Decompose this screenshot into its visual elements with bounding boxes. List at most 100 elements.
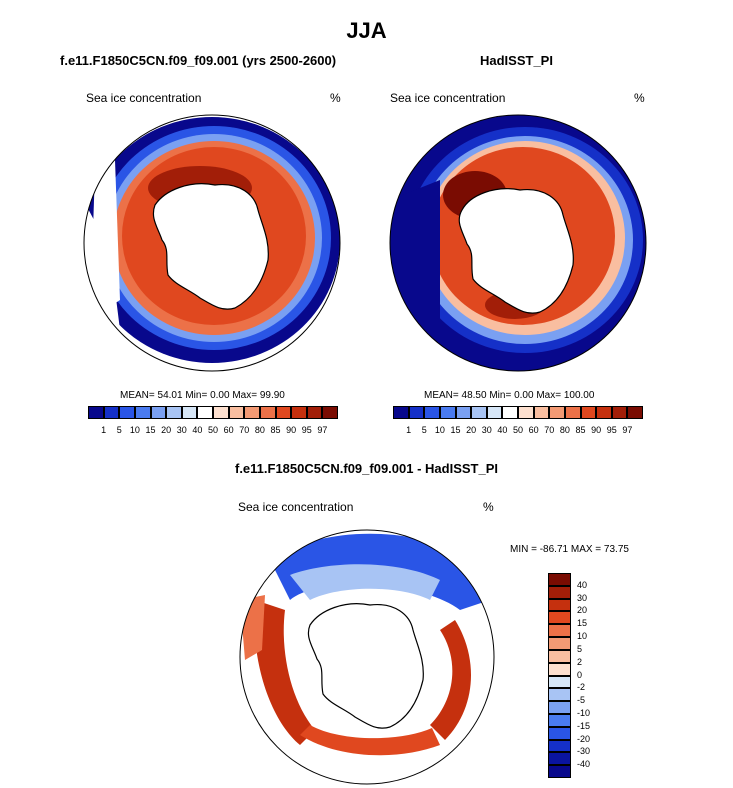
panel-1-colorbar-swatch: [150, 406, 167, 419]
panel-1-max-label: Max=: [232, 390, 258, 401]
panel-3-colorbar-swatch: [548, 624, 571, 638]
panel-3-colorbar-swatch: [548, 573, 571, 586]
panel-3-colorbar-tick-label: -15: [577, 720, 591, 731]
panel-1-colorbar-swatch: [275, 406, 292, 419]
panel-3-colorbar-tick-label: 0: [577, 669, 583, 680]
panel-3-antarctica-coastline: [307, 603, 424, 729]
panel-2-colorbar-swatch: [580, 406, 597, 419]
panel-1-colorbar-swatch: [88, 406, 104, 419]
panel-1-max-value: 99.90: [259, 390, 285, 401]
panel-1-colorbar-swatch: [322, 406, 338, 419]
panel-3-colorbar-swatch: [548, 611, 571, 625]
panel-2-colorbar-tick-label: 30: [481, 425, 492, 435]
panel-2-colorbar-tick-label: 70: [544, 425, 555, 435]
panel-2-colorbar-tick-label: 15: [450, 425, 461, 435]
panel-2-min-label: Min=: [489, 390, 512, 401]
panel-2-colorbar-swatch: [596, 406, 612, 419]
panel-2-colorbar-swatch: [424, 406, 440, 419]
panel-2-max-value: 100.00: [563, 390, 595, 401]
panel-1-colorbar-tick-label: 60: [223, 425, 234, 435]
panel-2-colorbar-tick-label: 5: [421, 425, 427, 435]
panel-2-colorbar: 1 5 10 15 20 30 40 50 60 70 80 85 90 95 97: [393, 406, 643, 436]
panel-3-variable-label: Sea ice concentration: [238, 500, 354, 514]
panel-3-colorbar-swatch: [548, 649, 571, 663]
panel-2-colorbar-swatch: [393, 406, 409, 419]
panel-2-min-value: 0.00: [514, 390, 534, 401]
panel-1-colorbar-swatch: [166, 406, 182, 419]
panel-2-colorbar-swatch: [471, 406, 487, 419]
panel-3-colorbar-tick-label: 40: [577, 579, 588, 590]
panel-1-colorbar-tick-label: 90: [286, 425, 297, 435]
panel-2-colorbar-tick-label: 20: [466, 425, 477, 435]
panel-3-colorbar-swatch: [548, 675, 571, 689]
panel-1-mean-label: MEAN=: [120, 390, 155, 401]
panel-2-colorbar-tick-label: 90: [591, 425, 602, 435]
panel-1-colorbar-swatch: [213, 406, 229, 419]
panel-3-colorbar-tick-label: -40: [577, 759, 591, 770]
panel-3-colorbar-swatch: [548, 585, 571, 599]
panel-2-colorbar-swatch: [455, 406, 472, 419]
panel-3-colorbar-tick-label: 15: [577, 618, 588, 629]
panel-2-colorbar-swatch: [486, 406, 503, 419]
panel-3-colorbar-tick-label: 30: [577, 592, 588, 603]
figure-title: JJA: [346, 18, 387, 43]
panel-3-colorbar-swatch: [548, 765, 571, 778]
panel-2-variable-label: Sea ice concentration: [390, 91, 506, 105]
panel-1-units-label: %: [330, 91, 341, 105]
panel-1-colorbar-swatch: [259, 406, 276, 419]
panel-3-colorbar-tick-label: 5: [577, 643, 583, 654]
panel-3-colorbar-tick-label: 10: [577, 631, 588, 642]
panel-1-colorbar-tick-label: 15: [145, 425, 156, 435]
panel-1-min-label: Min=: [185, 390, 208, 401]
panel-2-colorbar-swatch: [564, 406, 581, 419]
panel-2-colorbar-tick-label: 50: [512, 425, 524, 435]
panel-3-colorbar-tick-label: -10: [577, 707, 591, 718]
panel-3-colorbar-swatch: [548, 662, 571, 676]
panel-2-colorbar-swatch: [518, 406, 534, 419]
panel-3-colorbar-swatch: [548, 752, 571, 766]
panel-2-colorbar-swatch: [408, 406, 425, 419]
panel-2-colorbar-swatch: [627, 406, 643, 419]
panel-3-colorbar-swatch: [548, 713, 571, 727]
panel-1-colorbar-swatch: [228, 406, 245, 419]
panel-3-colorbar-tick-label: -2: [577, 682, 586, 693]
panel-3-colorbar-tick-label: 20: [577, 605, 588, 616]
panel-2-units-label: %: [634, 91, 645, 105]
panel-1-colorbar-tick-label: 30: [176, 425, 187, 435]
panel-3-colorbar-swatch: [548, 688, 571, 702]
panel-1-antarctica-coastline: [152, 183, 269, 310]
panel-1-colorbar-tick-label: 40: [192, 425, 203, 435]
panel-3-colorbar-swatch: [548, 726, 571, 740]
panel-2-colorbar-swatch: [533, 406, 550, 419]
panel-1-colorbar-tick-label: 20: [161, 425, 172, 435]
panel-3-units-label: %: [483, 500, 494, 514]
panel-2-mean-label: MEAN=: [424, 390, 459, 401]
panel-1-colorbar-tick-label: 10: [129, 425, 140, 435]
panel-1-colorbar-swatch: [306, 406, 323, 419]
panel-2-title: HadISST_PI: [480, 53, 553, 68]
panel-1-colorbar-tick-label: 1: [101, 425, 107, 435]
panel-3-colorbar-tick-label: -20: [577, 733, 591, 744]
panel-1-colorbar-tick-label: 95: [301, 425, 312, 435]
panel-1-colorbar-tick-label: 97: [317, 425, 328, 435]
panel-1-colorbar-tick-label: 5: [116, 425, 122, 435]
panel-1-colorbar-tick-label: 50: [207, 425, 219, 435]
panel-2-colorbar-swatch: [549, 406, 565, 419]
panel-1-colorbar-swatch: [244, 406, 260, 419]
panel-2-colorbar-tick-label: 80: [559, 425, 570, 435]
panel-1-colorbar-swatch: [134, 406, 151, 419]
panel-1-min-value: 0.00: [210, 390, 230, 401]
panel-1-colorbar-swatch: [291, 406, 307, 419]
panel-3-minmax: MIN = -86.71 MAX = 73.75: [510, 544, 629, 555]
panel-2-colorbar-swatch: [611, 406, 628, 419]
panel-3-colorbar: 40 30 20 15 10 5 2 0 -2 -5 -10 -15 -20 -30 -40: [548, 573, 608, 778]
panel-2-map-border: [389, 114, 647, 372]
panel-2-colorbar-tick-label: 40: [497, 425, 508, 435]
panel-1-title: f.e11.F1850C5CN.f09_f09.001 (yrs 2500-26…: [60, 53, 337, 68]
panel-1-colorbar-tick-label: 85: [270, 425, 281, 435]
panel-1-colorbar-swatch: [103, 406, 120, 419]
panel-3-colorbar-swatch: [548, 739, 571, 753]
